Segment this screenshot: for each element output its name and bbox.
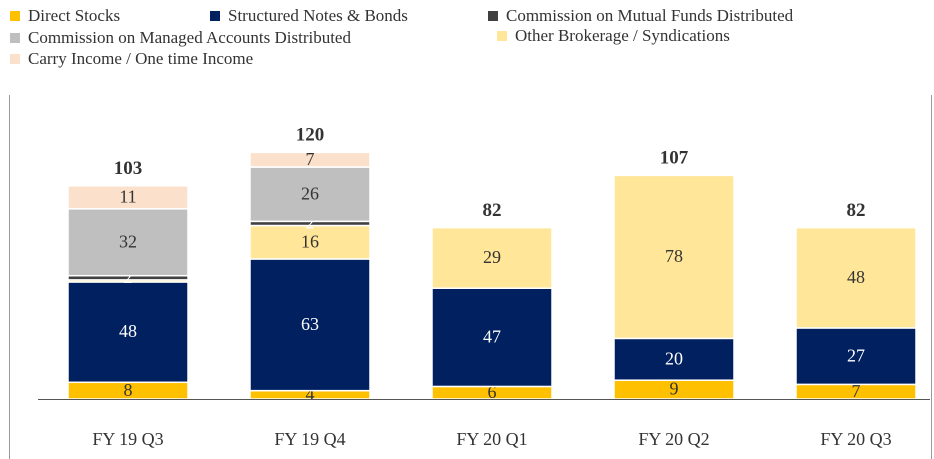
data-label: 11 <box>119 186 136 206</box>
bar-segment <box>67 208 189 277</box>
bar-segment <box>795 327 917 386</box>
data-label: 2 <box>124 267 133 287</box>
legend-label: Commission on Mutual Funds Distributed <box>506 6 794 25</box>
data-label: 8 <box>124 380 133 400</box>
total-label: 103 <box>114 158 143 179</box>
data-label: 7 <box>852 381 861 401</box>
data-label: 48 <box>119 321 137 341</box>
legend-label: Direct Stocks <box>28 6 120 25</box>
bar-segment <box>249 151 371 168</box>
x-tick-label: FY 20 Q1 <box>456 429 527 449</box>
bar-segment <box>67 185 189 210</box>
x-tick-label: FY 19 Q4 <box>274 429 345 449</box>
data-label: 48 <box>847 267 865 287</box>
legend-label: Commission on Managed Accounts Distribut… <box>28 28 351 47</box>
bar-segment <box>795 226 917 329</box>
bar-segment <box>67 281 189 384</box>
bar-segment <box>431 226 553 289</box>
data-label: 78 <box>665 246 683 266</box>
data-label: 20 <box>665 348 683 368</box>
data-label: 27 <box>847 345 865 365</box>
data-label: 32 <box>119 231 137 251</box>
data-label: 63 <box>301 314 319 334</box>
legend-swatch <box>10 11 20 21</box>
legend-swatch <box>497 31 507 41</box>
total-label: 120 <box>296 125 325 146</box>
x-tick-label: FY 20 Q3 <box>820 429 891 449</box>
legend-swatch <box>10 33 20 43</box>
bar-segment <box>613 337 735 381</box>
data-label: 4 <box>306 384 315 404</box>
x-tick-label: FY 20 Q2 <box>638 429 709 449</box>
data-label: 47 <box>483 326 501 346</box>
x-tick-label: FY 19 Q3 <box>92 429 163 449</box>
data-label: 26 <box>301 183 319 203</box>
legend-swatch <box>10 54 20 64</box>
bar-segment <box>249 224 371 260</box>
bar-segment <box>613 174 735 340</box>
data-label: 7 <box>306 149 315 169</box>
bar-segment <box>249 166 371 223</box>
data-label: 6 <box>488 382 497 402</box>
data-label: 9 <box>670 379 679 399</box>
total-label: 107 <box>660 148 689 169</box>
legend-label: Other Brokerage / Syndications <box>515 26 730 45</box>
data-label: 16 <box>301 231 319 251</box>
data-label: 29 <box>483 247 501 267</box>
legend-swatch <box>488 11 498 21</box>
total-label: 82 <box>483 200 502 221</box>
bar-segment <box>431 287 553 388</box>
bar-segment <box>249 258 371 392</box>
legend-label: Carry Income / One time Income <box>28 49 253 68</box>
legend-label: Structured Notes & Bonds <box>228 6 408 25</box>
data-label: 2 <box>306 213 315 233</box>
total-label: 82 <box>847 200 866 221</box>
legend-swatch <box>210 11 220 21</box>
